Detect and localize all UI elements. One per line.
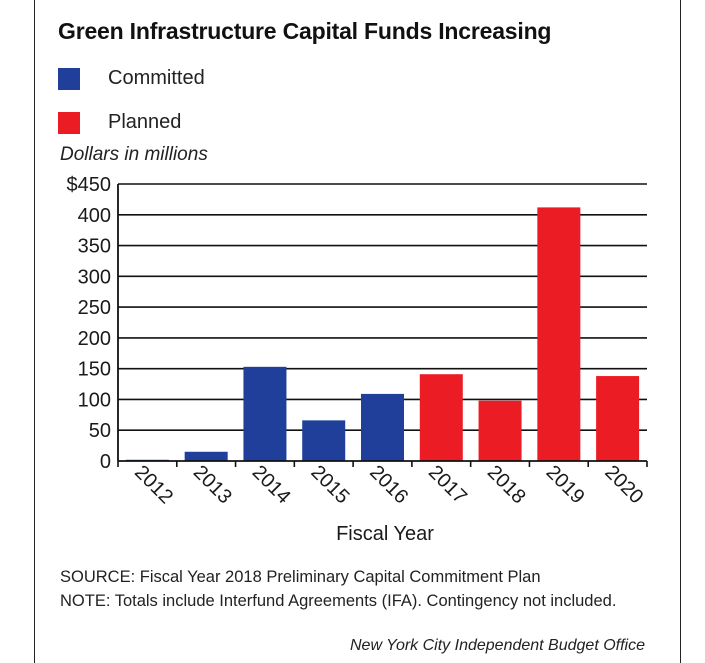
x-tick-label: 2017 (424, 461, 471, 508)
x-tick-label: 2020 (600, 461, 647, 508)
x-tick-label: 2012 (130, 461, 177, 508)
bar-2020 (596, 376, 640, 461)
y-tick-label: 150 (78, 359, 111, 381)
units-label: Dollars in millions (60, 144, 208, 165)
y-tick-label: 400 (78, 205, 111, 227)
credit-line: New York City Independent Budget Office (350, 637, 645, 654)
y-tick-label: 200 (78, 328, 111, 350)
x-tick-label: 2014 (248, 461, 295, 508)
y-tick-label: 100 (78, 389, 111, 411)
legend-item-committed: Committed (58, 67, 205, 90)
chart-frame (34, 0, 681, 663)
y-tick-label: 350 (78, 236, 111, 258)
bar-2018 (478, 400, 522, 461)
bar-2013 (184, 451, 228, 461)
legend-item-planned: Planned (58, 111, 181, 134)
source-note: SOURCE: Fiscal Year 2018 Preliminary Cap… (60, 568, 541, 586)
x-tick-label: 2013 (189, 461, 236, 508)
y-tick-label: $450 (67, 174, 112, 196)
x-tick-label: 2018 (483, 461, 530, 508)
legend-swatch-committed (58, 67, 80, 90)
x-axis-title: Fiscal Year (336, 523, 434, 545)
bar-chart: 0 50 100 150 200 250 300 350 400 $450 2012 2013 2014… (67, 174, 648, 545)
y-tick-label: 300 (78, 266, 111, 288)
x-tick-label: 2015 (306, 461, 353, 508)
legend-label-committed: Committed (108, 67, 205, 89)
bar-2015 (302, 420, 346, 461)
legend-label-planned: Planned (108, 111, 182, 133)
legend-swatch-planned (58, 111, 80, 134)
x-tick-label: 2019 (542, 461, 589, 508)
chart-title: Green Infrastructure Capital Funds Incre… (58, 18, 552, 44)
y-tick-label: 0 (100, 451, 111, 473)
x-tick-label: 2016 (365, 461, 412, 508)
bar-2019 (537, 207, 581, 461)
bar-2016 (361, 393, 404, 461)
bar-2017 (419, 374, 463, 461)
bar-2014 (243, 366, 287, 461)
y-tick-label: 250 (78, 297, 111, 319)
y-tick-label: 50 (89, 420, 111, 442)
footnote: NOTE: Totals include Interfund Agreement… (60, 592, 617, 610)
